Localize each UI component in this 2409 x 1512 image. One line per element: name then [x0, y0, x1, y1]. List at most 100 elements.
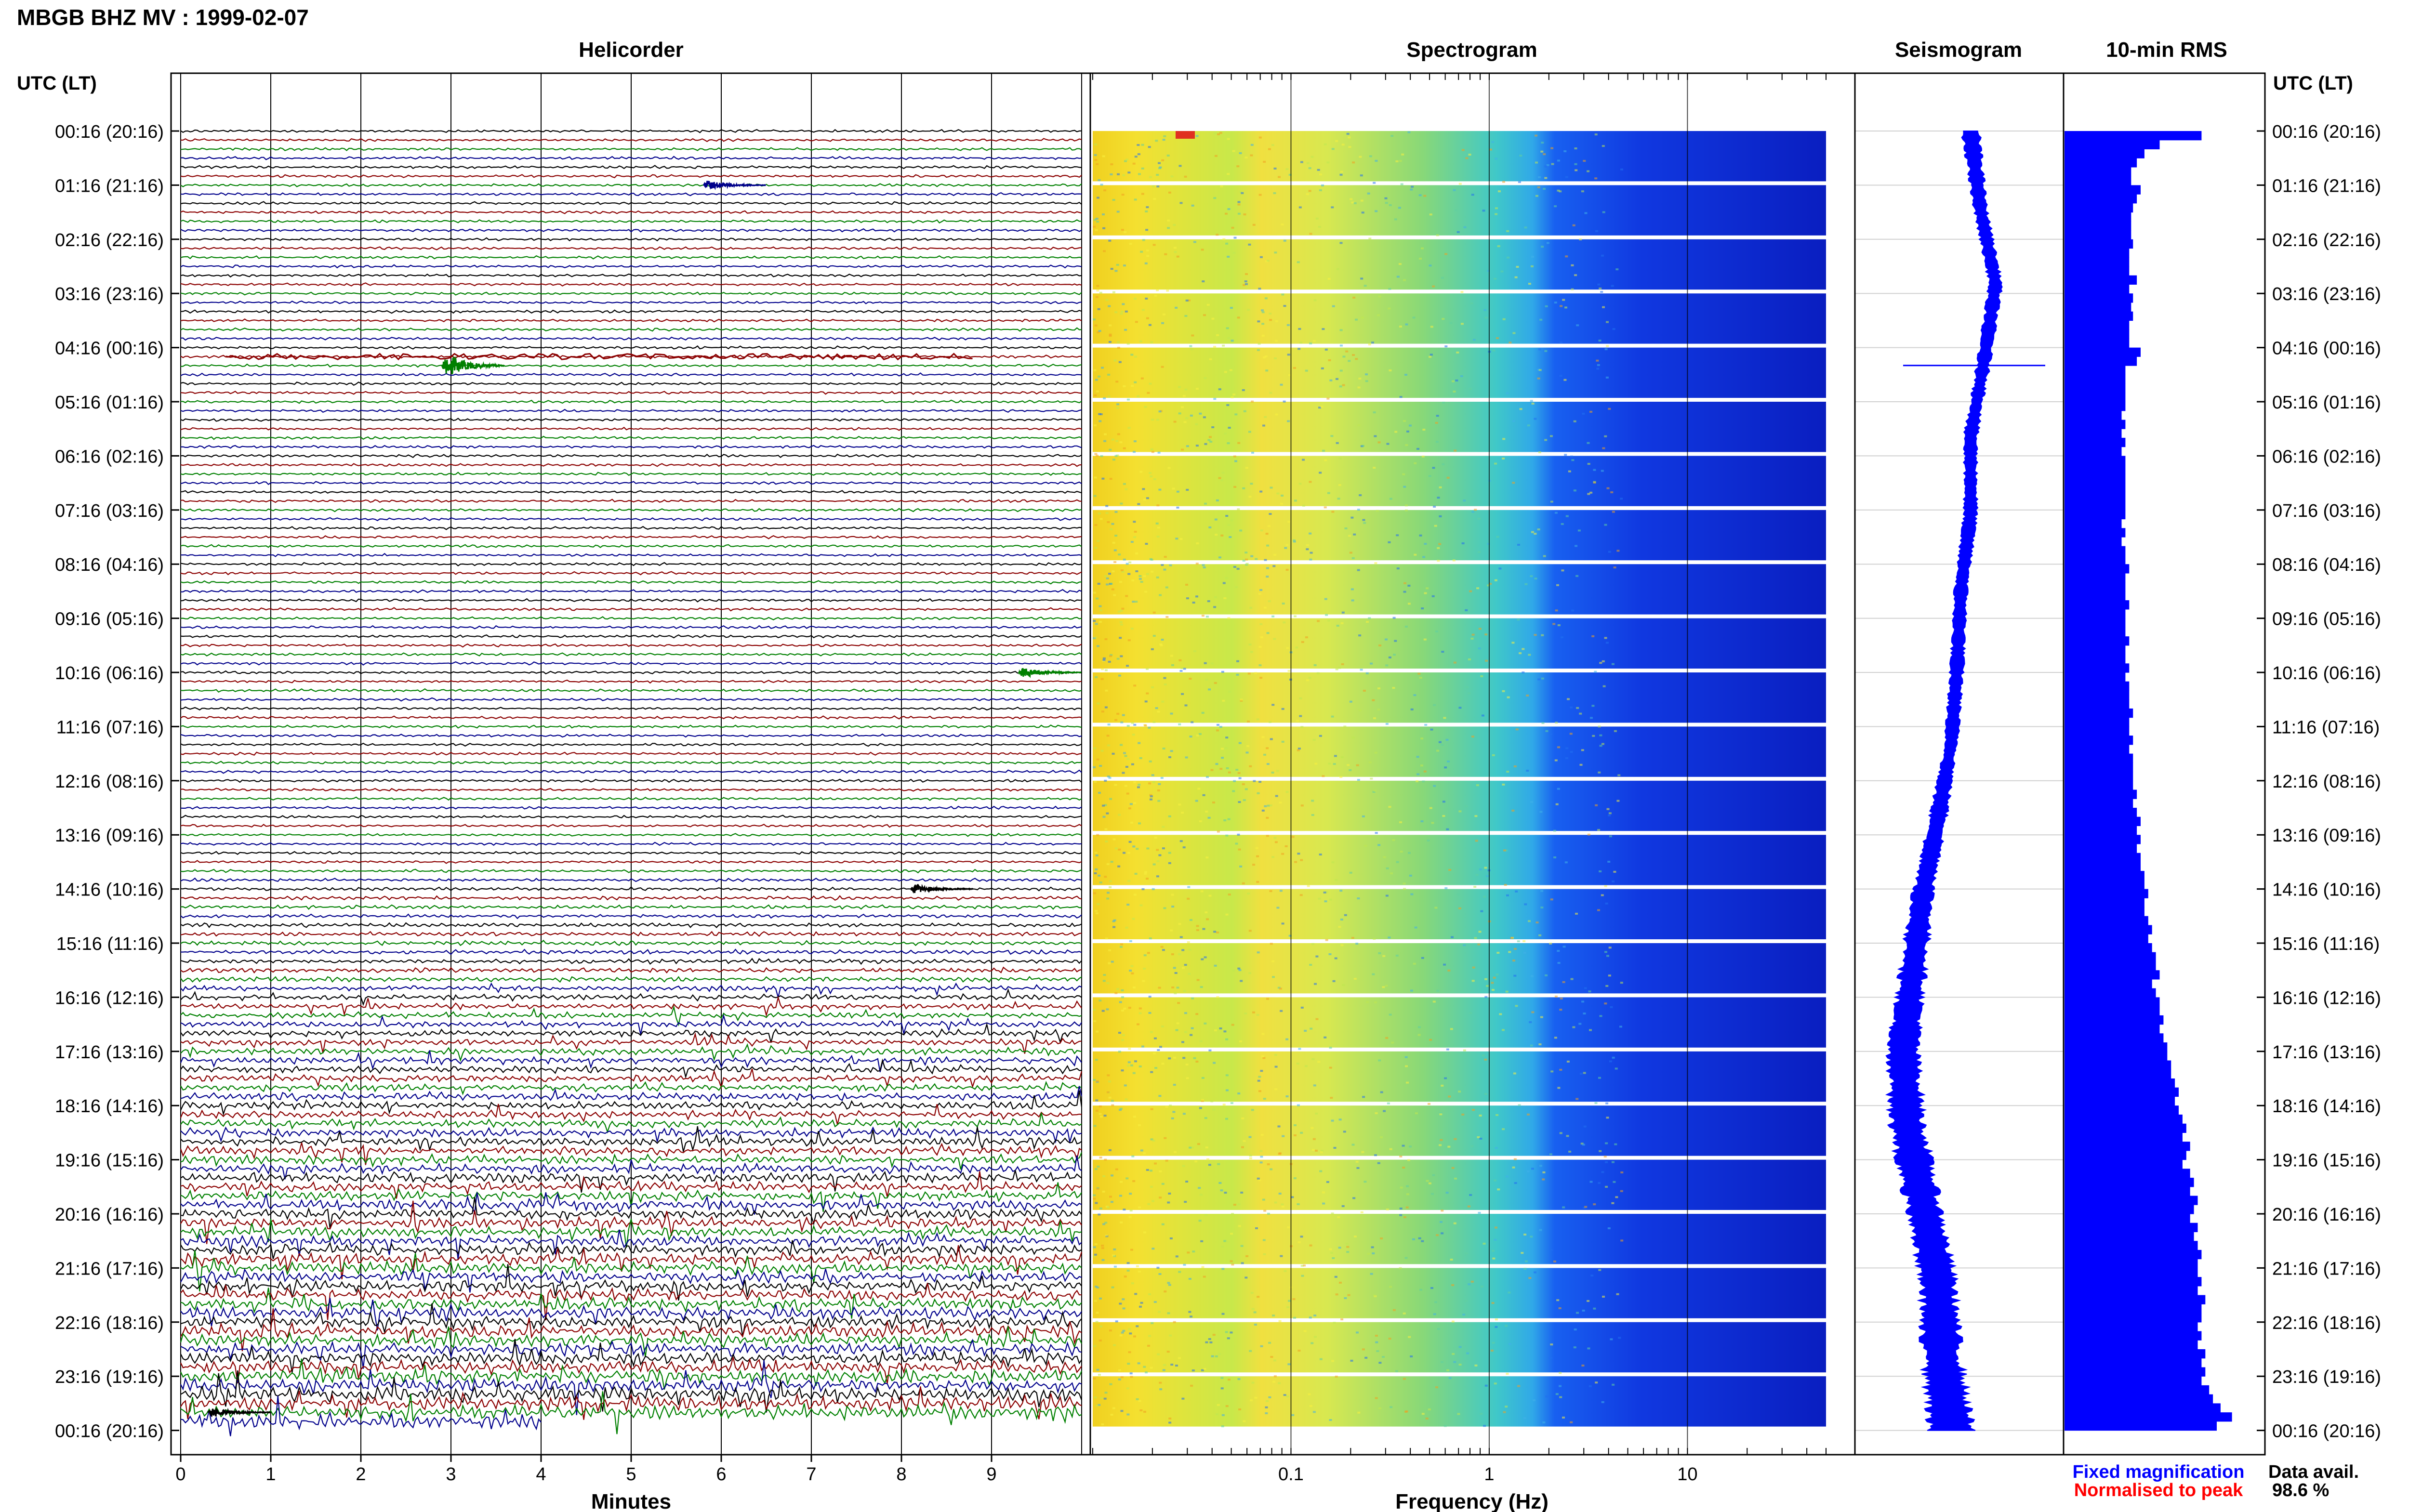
- spectrogram-speckle: [1206, 1158, 1209, 1160]
- spectrogram-speckle: [1300, 161, 1303, 163]
- spectrogram-speckle: [1309, 233, 1312, 235]
- spectrogram-speckle: [1493, 976, 1496, 979]
- spectrogram-speckle: [1110, 173, 1113, 175]
- spectrogram-speckle: [1340, 171, 1343, 173]
- spectrogram-speckle: [1613, 870, 1616, 873]
- spectrogram-speckle: [1537, 186, 1540, 188]
- spectrogram-speckle: [1340, 1318, 1344, 1321]
- spectrogram-speckle: [1148, 1293, 1152, 1295]
- spectrogram-speckle: [1408, 1336, 1411, 1338]
- helicorder-trace: [180, 931, 1082, 937]
- spectrogram-speckle: [1472, 1109, 1475, 1111]
- spectrogram-speckle: [1245, 467, 1248, 469]
- spectrogram-speckle: [1269, 890, 1272, 892]
- spectrogram-speckle: [1128, 561, 1132, 564]
- spectrogram-speckle: [1429, 264, 1432, 267]
- spectrogram-speckle: [1475, 840, 1478, 842]
- spectrogram-speckle: [1458, 907, 1461, 909]
- spectrogram-speckle: [1161, 1223, 1165, 1225]
- spectrogram-speckle: [1319, 854, 1322, 855]
- helicorder-trace: [180, 129, 1082, 133]
- spectrogram-speckle: [1156, 1266, 1160, 1269]
- rms-bar: [2065, 420, 2126, 429]
- spectrogram-speckle: [1162, 139, 1165, 141]
- spectrogram-speckle: [1368, 761, 1372, 763]
- spectrogram-speckle: [1196, 979, 1200, 981]
- spectrogram-speckle: [1608, 551, 1611, 553]
- spectrogram-speckle: [1224, 1192, 1227, 1194]
- rms-bar: [2065, 447, 2122, 456]
- spectrogram-speckle: [1148, 324, 1152, 326]
- helicorder-trace: [180, 1339, 1082, 1373]
- spectrogram-speckle: [1587, 170, 1590, 172]
- spectrogram-speckle: [1168, 862, 1171, 864]
- spectrogram-speckle: [1265, 1406, 1268, 1408]
- helicorder-trace: [180, 1250, 1082, 1292]
- time-label-right: 23:16 (19:16): [2272, 1367, 2381, 1387]
- spectrogram-speckle: [1590, 1275, 1594, 1277]
- rms-bar: [2065, 1178, 2194, 1187]
- spectrogram-speckle: [1373, 938, 1376, 940]
- spectrogram-speckle: [1105, 840, 1108, 842]
- spectrogram-speckle: [1610, 1006, 1613, 1008]
- spectrogram-speckle: [1227, 818, 1231, 820]
- spectrogram-speckle: [1143, 1231, 1146, 1234]
- spectrogram-speckle: [1353, 1236, 1357, 1238]
- spectrogram-speckle: [1133, 1116, 1137, 1118]
- spectrogram-speckle: [1531, 402, 1535, 405]
- spectrogram-speckle: [1225, 1038, 1229, 1040]
- spectrogram-speckle: [1523, 952, 1526, 954]
- rms-bar: [2065, 1376, 2202, 1386]
- spectrogram-speckle: [1522, 940, 1526, 942]
- spectrogram-speckle: [1270, 738, 1273, 740]
- spectrogram-speckle: [1130, 354, 1134, 356]
- spectrogram-speckle: [1156, 185, 1160, 188]
- spectrogram-speckle: [1355, 318, 1358, 321]
- spectrogram-speckle: [1138, 578, 1142, 580]
- spectrogram-speckle: [1324, 598, 1327, 600]
- spectrogram-speckle: [1291, 1414, 1295, 1416]
- spectrogram-speckle: [1376, 1350, 1379, 1352]
- spectrogram-speckle: [1506, 771, 1509, 773]
- spectrogram-speckle: [1530, 801, 1534, 803]
- spectrogram-speckle: [1470, 637, 1474, 640]
- spectrogram-speckle: [1223, 597, 1227, 599]
- spectrogram-speckle: [1131, 972, 1134, 974]
- spectrogram-speckle: [1174, 251, 1177, 253]
- spectrogram-speckle: [1599, 745, 1602, 747]
- spectrogram-speckle: [1213, 398, 1217, 400]
- spectrogram-speckle: [1484, 316, 1488, 319]
- spectrogram-speckle: [1210, 769, 1214, 771]
- spectrogram-speckle: [1502, 690, 1505, 692]
- spectrogram-speckle: [1465, 1252, 1468, 1255]
- spectrogram-speckle: [1281, 1203, 1284, 1206]
- spectrogram-speckle: [1242, 389, 1245, 391]
- rms-bar: [2065, 131, 2202, 141]
- spectrogram-speckle: [1406, 1185, 1409, 1187]
- spectrogram-speckle: [1338, 926, 1341, 928]
- spectrogram-speckle: [1345, 350, 1349, 353]
- spectrogram-speckle: [1155, 522, 1159, 525]
- spectrogram-speckle: [1232, 790, 1235, 792]
- spectrogram-speckle: [1522, 671, 1525, 673]
- spectrogram-speckle: [1581, 749, 1584, 751]
- spectrogram-speckle: [1099, 1116, 1103, 1118]
- spectrogram-speckle: [1093, 620, 1096, 622]
- spectrogram-speckle: [1270, 1356, 1273, 1358]
- spectrogram-speckle: [1595, 230, 1599, 232]
- station-title: MBGB BHZ MV : 1999-02-07: [17, 5, 309, 30]
- time-label-left: 06:16 (02:16): [55, 447, 164, 467]
- spectrogram-speckle: [1324, 348, 1328, 351]
- spectrogram-speckle: [1406, 1193, 1409, 1196]
- spectrogram-speckle: [1198, 733, 1202, 735]
- spectrogram-speckle: [1588, 990, 1591, 993]
- spectrogram-speckle: [1405, 323, 1408, 326]
- helicorder-trace: [180, 733, 1082, 738]
- spectrogram-speckle: [1288, 374, 1291, 376]
- spectrogram-speckle: [1454, 209, 1457, 211]
- spectrogram-speckle: [1103, 397, 1106, 400]
- spectrogram-speckle: [1465, 805, 1468, 807]
- spectrogram-speckle: [1121, 229, 1124, 231]
- spectrogram-speckle: [1599, 1015, 1602, 1017]
- spectrogram-speckle: [1136, 1398, 1139, 1400]
